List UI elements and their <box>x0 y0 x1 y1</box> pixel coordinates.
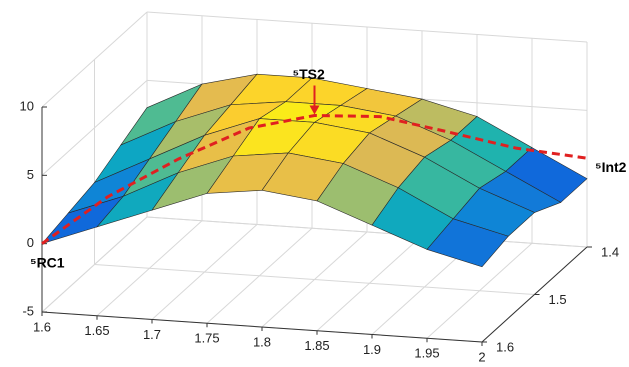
x-tick-label: 1.7 <box>143 327 161 342</box>
x-tick-label: 1.8 <box>253 334 271 349</box>
annotation: ⁵Int2 <box>595 159 627 175</box>
x-tick-label: 1.6 <box>33 319 51 334</box>
x-tick-label: 1.65 <box>84 323 109 338</box>
x-tick-label: 1.85 <box>304 338 329 353</box>
z-tick-label: 10 <box>20 98 34 113</box>
x-tick-label: 1.75 <box>194 331 219 346</box>
z-tick-label: 5 <box>27 167 34 182</box>
x-tick-label: 1.95 <box>414 346 439 361</box>
x-tick-label: 2 <box>478 349 485 364</box>
surface-patch <box>426 218 509 268</box>
y-tick-label: 1.5 <box>549 292 567 307</box>
y-tick-label: 1.6 <box>496 339 514 354</box>
z-tick-label: -5 <box>22 303 34 318</box>
z-tick-label: 0 <box>27 235 34 250</box>
reaction-path <box>41 113 588 245</box>
x-tick-label: 1.9 <box>363 342 381 357</box>
annotation: ⁵RC1 <box>30 254 65 270</box>
grid-line <box>94 264 535 295</box>
arrow-head <box>309 105 320 115</box>
grid-line <box>146 216 588 248</box>
y-tick-label: 1.4 <box>601 244 619 259</box>
annotation: ⁵TS2 <box>293 66 325 82</box>
